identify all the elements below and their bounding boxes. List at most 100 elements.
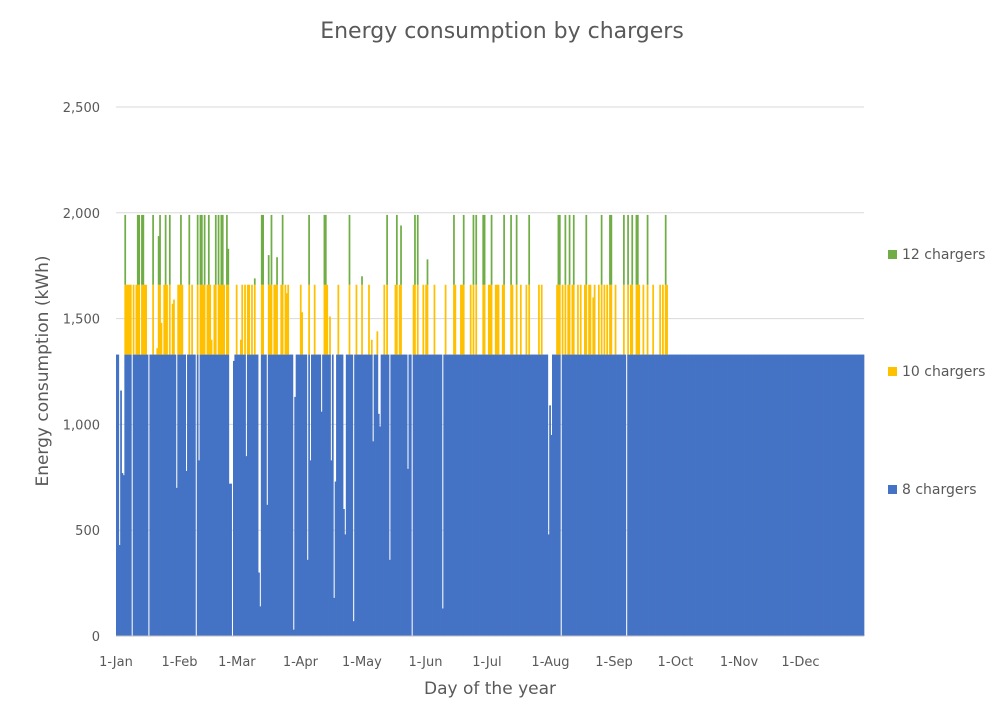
data-bar-segment — [340, 354, 342, 636]
data-bar-segment — [455, 354, 458, 636]
data-bar-segment — [155, 354, 157, 636]
data-bar-segment — [597, 284, 600, 355]
data-bar-segment — [365, 354, 368, 636]
data-bar-segment — [134, 354, 136, 636]
data-bar-segment — [551, 354, 554, 636]
x-tick-label: 1-Jul — [472, 655, 501, 670]
data-bar-segment — [426, 259, 429, 285]
data-bar-segment — [680, 354, 682, 636]
data-bar-segment — [786, 354, 788, 636]
data-bar-segment — [719, 354, 721, 636]
data-bar-segment — [564, 214, 567, 285]
data-bar-segment — [547, 534, 550, 636]
data-bar-segment — [603, 284, 606, 355]
data-bar-segment — [423, 354, 426, 636]
data-bar-segment — [674, 354, 677, 636]
data-bar-segment — [662, 354, 664, 636]
data-bar-segment — [834, 354, 837, 636]
data-bar-segment — [166, 354, 168, 636]
data-bar-segment — [579, 354, 582, 636]
data-bar-segment — [124, 354, 127, 636]
data-bar-segment — [468, 354, 471, 636]
x-tick-label: 1-Jan — [99, 655, 133, 670]
data-bar-segment — [117, 354, 120, 636]
data-bar-segment — [755, 354, 758, 636]
data-bar-segment — [348, 354, 351, 636]
data-bar-segment — [504, 354, 507, 636]
data-bar-segment — [790, 354, 792, 636]
data-bar-segment — [433, 284, 436, 355]
data-bar-segment — [274, 354, 277, 636]
data-bar-segment — [623, 354, 625, 636]
data-bar-segment — [533, 354, 536, 636]
data-bar-segment — [635, 284, 638, 355]
data-bar-segment — [831, 354, 834, 636]
data-bar-segment — [434, 354, 437, 636]
data-bar-segment — [400, 354, 402, 636]
data-bar-segment — [692, 354, 695, 636]
data-bar-segment — [592, 354, 595, 636]
data-bar-segment — [602, 354, 604, 636]
data-bar-segment — [223, 354, 225, 636]
data-bar-segment — [441, 608, 444, 636]
data-bar-segment — [142, 284, 145, 355]
data-bar-segment — [568, 284, 571, 355]
data-bar-segment — [361, 284, 363, 355]
data-bar-segment — [322, 354, 324, 636]
data-bar-segment — [217, 214, 220, 285]
data-bar-segment — [525, 284, 528, 355]
data-bar-segment — [369, 354, 372, 636]
data-bar-segment — [290, 354, 292, 636]
chart-title: Energy consumption by chargers — [320, 19, 684, 44]
data-bar-segment — [781, 354, 784, 636]
data-bar-segment — [571, 354, 574, 636]
data-bar-segment — [242, 354, 245, 636]
data-bar-segment — [185, 470, 188, 636]
data-bar-segment — [568, 214, 571, 285]
data-bar-segment — [163, 284, 166, 355]
legend-swatch — [888, 485, 897, 494]
data-bar-segment — [609, 354, 611, 636]
data-bar-segment — [127, 284, 129, 355]
data-bar-segment — [699, 354, 702, 636]
data-bar-segment — [368, 284, 370, 355]
data-bar-segment — [244, 284, 246, 355]
data-bar-segment — [361, 276, 363, 285]
data-bar-segment — [532, 354, 535, 636]
data-bar-segment — [284, 354, 287, 636]
data-bar-segment — [648, 354, 650, 636]
data-bar-segment — [416, 284, 419, 355]
data-bar-segment — [226, 354, 228, 636]
data-bar-segment — [486, 354, 489, 636]
data-bar-segment — [752, 354, 755, 636]
data-bar-segment — [168, 214, 171, 285]
legend-label: 12 chargers — [902, 247, 985, 263]
data-bar-segment — [124, 214, 127, 285]
data-bar-segment — [799, 354, 802, 636]
data-bar-segment — [714, 354, 717, 636]
data-bar-segment — [687, 354, 689, 636]
data-bar-segment — [482, 214, 485, 285]
data-bar-segment — [276, 284, 278, 355]
data-bar-segment — [387, 354, 390, 636]
data-bar-segment — [228, 483, 231, 636]
data-bar-segment — [696, 354, 699, 636]
data-bar-segment — [432, 354, 434, 636]
data-bar-segment — [593, 284, 596, 355]
data-bar-segment — [409, 354, 412, 636]
data-bar-segment — [269, 284, 271, 355]
data-bar-segment — [317, 354, 320, 636]
data-bar-segment — [815, 354, 817, 636]
data-bar-segment — [738, 354, 741, 636]
data-bar-segment — [251, 354, 253, 636]
data-bar-segment — [276, 257, 278, 285]
data-bar-segment — [818, 354, 820, 636]
data-bar-segment — [726, 354, 728, 636]
data-bar-segment — [171, 303, 174, 355]
y-tick-label: 1,500 — [63, 313, 100, 328]
data-bar-segment — [536, 354, 539, 636]
data-bar-segment — [503, 354, 505, 636]
data-bar-segment — [568, 354, 571, 636]
data-bar-segment — [518, 354, 521, 636]
data-bar-segment — [681, 354, 684, 636]
